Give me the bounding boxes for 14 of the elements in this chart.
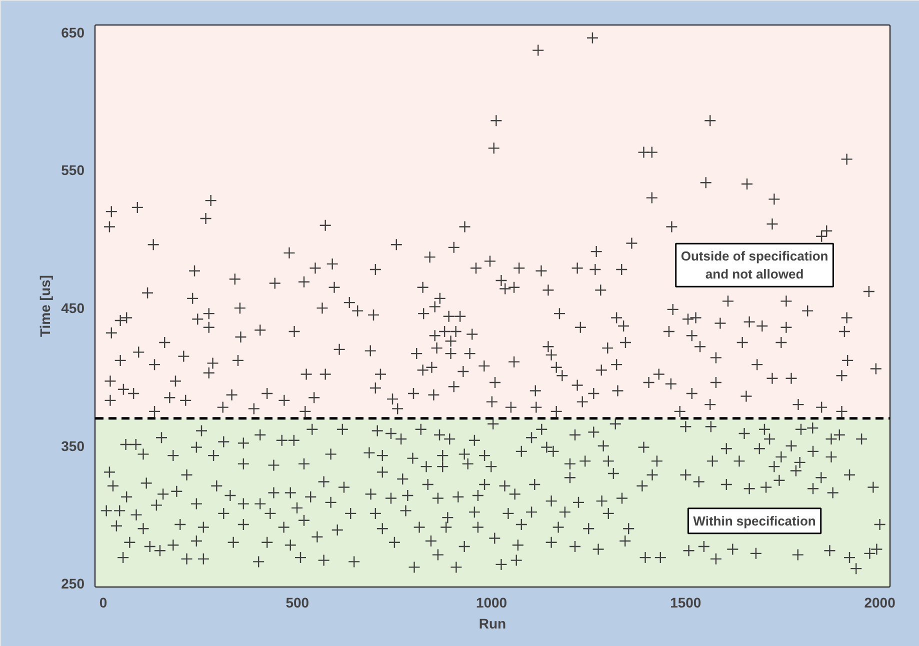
x-tick-label: 2000 xyxy=(864,594,896,610)
band-label: Outside of specification and not allowed xyxy=(680,248,828,282)
x-tick-label: 1000 xyxy=(476,594,508,610)
x-tick-label: 1500 xyxy=(670,594,702,610)
x-axis-title: Run xyxy=(478,616,506,632)
y-tick-label: 250 xyxy=(61,576,85,592)
x-tick-label: 500 xyxy=(286,594,310,610)
y-axis-title: Time [us] xyxy=(37,275,54,337)
band-label: Within specification xyxy=(693,513,816,528)
x-tick-label: 0 xyxy=(99,594,108,610)
y-tick-label: 550 xyxy=(61,162,85,178)
y-tick-label: 650 xyxy=(61,24,85,40)
y-tick-label: 450 xyxy=(61,300,85,316)
y-tick-label: 350 xyxy=(61,438,85,454)
